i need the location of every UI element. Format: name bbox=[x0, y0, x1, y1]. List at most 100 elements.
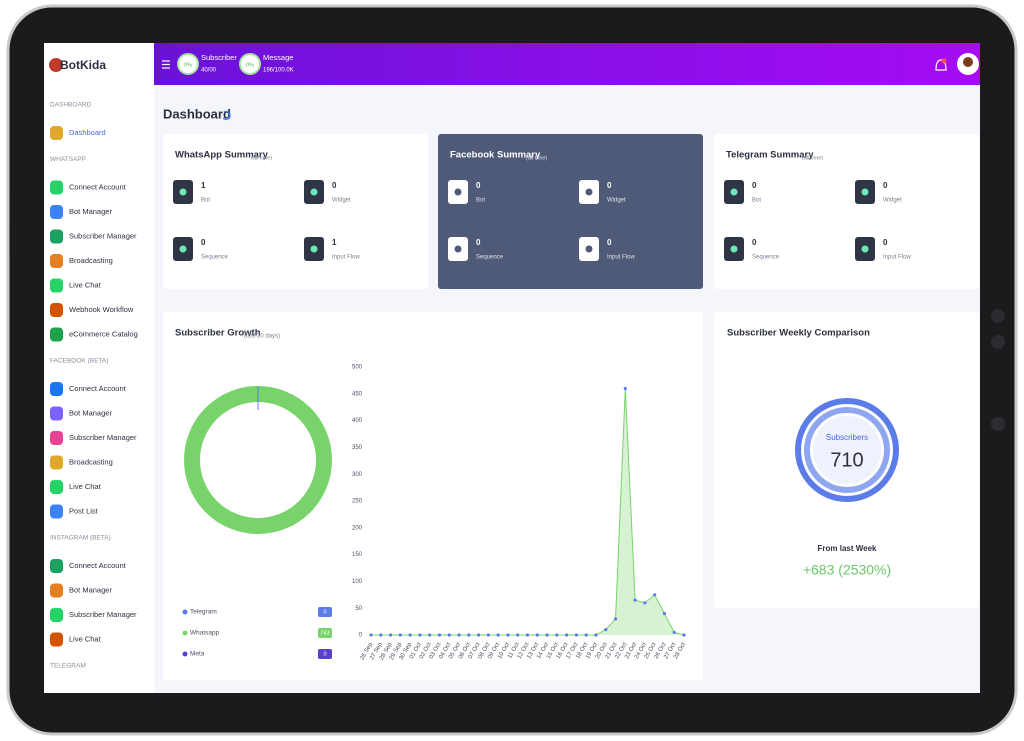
menu-item[interactable]: Subscriber Manager bbox=[69, 610, 137, 619]
y-tick-label: 0 bbox=[359, 633, 363, 639]
point bbox=[653, 593, 657, 597]
menu-icon bbox=[50, 229, 63, 244]
logo: BotKida bbox=[60, 58, 106, 72]
sensor bbox=[991, 417, 1005, 431]
legend-dot bbox=[182, 651, 188, 657]
camera bbox=[991, 309, 1005, 323]
legend-value: 743 bbox=[320, 630, 329, 636]
point bbox=[428, 633, 432, 637]
legend-dot bbox=[182, 609, 188, 615]
point bbox=[467, 633, 471, 637]
menu-item[interactable]: Dashboard bbox=[69, 128, 106, 137]
point bbox=[604, 628, 608, 632]
point bbox=[672, 630, 676, 634]
point bbox=[535, 633, 539, 637]
summary-value: 0 bbox=[201, 238, 206, 247]
card-title: Subscriber Growth bbox=[175, 328, 261, 339]
sidebar bbox=[44, 43, 154, 693]
legend-label: Telegram bbox=[190, 609, 217, 616]
menu-item[interactable]: Post List bbox=[69, 506, 99, 515]
menu-item[interactable]: Connect Account bbox=[69, 182, 127, 191]
menu-icon bbox=[50, 278, 63, 293]
menu-icon bbox=[50, 327, 63, 342]
point bbox=[418, 633, 422, 637]
logo-icon bbox=[49, 58, 63, 72]
point bbox=[457, 633, 461, 637]
menu-item[interactable]: Broadcasting bbox=[69, 457, 113, 466]
notification-dot bbox=[941, 58, 947, 64]
point bbox=[633, 598, 637, 602]
menu-item[interactable]: Connect Account bbox=[69, 384, 127, 393]
y-tick-label: 400 bbox=[352, 418, 363, 424]
menu-item[interactable]: Live Chat bbox=[69, 482, 102, 491]
summary-icon-glyph bbox=[585, 245, 593, 253]
y-tick-label: 200 bbox=[352, 525, 363, 531]
menu-item[interactable]: Bot Manager bbox=[69, 207, 112, 216]
menu-icon bbox=[50, 303, 63, 317]
point bbox=[379, 633, 383, 637]
section-title: FACEBOOK (BETA) bbox=[50, 358, 108, 365]
point bbox=[437, 633, 442, 637]
stat-value: 40/00 bbox=[201, 68, 217, 74]
weekly-change: +683 (2530%) bbox=[803, 562, 891, 578]
point bbox=[496, 633, 500, 637]
point bbox=[447, 633, 451, 637]
point bbox=[545, 633, 549, 637]
menu-icon bbox=[50, 382, 63, 396]
menu-item[interactable]: Bot Manager bbox=[69, 585, 112, 594]
menu-icon[interactable] bbox=[162, 60, 170, 69]
summary-label: Bot bbox=[752, 198, 761, 204]
summary-value: 1 bbox=[201, 181, 206, 190]
section-title: WHATSAPP bbox=[50, 156, 86, 163]
legend-badge bbox=[318, 607, 332, 617]
summary-icon-glyph bbox=[310, 245, 318, 253]
page-title: Dashboard bbox=[163, 106, 231, 121]
area bbox=[371, 388, 684, 635]
y-tick-label: 250 bbox=[352, 499, 363, 505]
summary-icon-glyph bbox=[310, 188, 318, 196]
section-title: DASHBOARD bbox=[50, 102, 91, 109]
menu-icon bbox=[50, 431, 63, 445]
header-bar bbox=[154, 43, 980, 85]
weekly-value: 710 bbox=[830, 449, 863, 471]
card-title: Subscriber Weekly Comparison bbox=[727, 328, 870, 339]
menu-item[interactable]: Live Chat bbox=[69, 280, 102, 289]
summary-icon-glyph bbox=[179, 188, 187, 196]
summary-label: Bot bbox=[201, 198, 210, 204]
menu-item[interactable]: eCommerce Catalog bbox=[69, 329, 138, 338]
summary-value: 0 bbox=[752, 181, 757, 190]
stat-label: Message bbox=[263, 53, 293, 62]
summary-value: 0 bbox=[883, 238, 888, 247]
stat-value: 196/100.0K bbox=[263, 68, 294, 74]
menu-item[interactable]: Bot Manager bbox=[69, 408, 112, 417]
y-tick-label: 300 bbox=[352, 472, 363, 478]
legend-label: Meta bbox=[190, 651, 205, 658]
summary-value: 0 bbox=[607, 181, 612, 190]
menu-item[interactable]: Subscriber Manager bbox=[69, 433, 137, 442]
ring-outer bbox=[795, 398, 899, 502]
summary-label: Sequence bbox=[752, 255, 780, 261]
legend-badge bbox=[318, 628, 332, 638]
y-tick-label: 500 bbox=[352, 365, 363, 371]
weekly-label: Subscribers bbox=[826, 433, 868, 442]
notification-icon[interactable] bbox=[935, 59, 947, 71]
summary-icon-glyph bbox=[861, 188, 869, 196]
summary-label: Widget bbox=[883, 198, 902, 204]
menu-item[interactable]: Subscriber Manager bbox=[69, 231, 137, 240]
stat-ring bbox=[239, 53, 261, 75]
section-title: INSTAGRAM (BETA) bbox=[50, 535, 111, 542]
point bbox=[555, 633, 559, 637]
summary-label: Widget bbox=[332, 198, 351, 204]
ring-middle bbox=[804, 407, 890, 493]
menu-icon bbox=[50, 504, 63, 519]
refresh-icon[interactable] bbox=[222, 110, 231, 121]
point bbox=[486, 633, 490, 637]
legend-dot bbox=[182, 630, 188, 636]
point bbox=[662, 611, 667, 616]
card-note: (all time) bbox=[802, 155, 823, 161]
menu-item[interactable]: Live Chat bbox=[69, 634, 102, 643]
menu-item[interactable]: Webhook Workflow bbox=[69, 305, 134, 314]
menu-item[interactable]: Connect Account bbox=[69, 561, 127, 570]
summary-value: 0 bbox=[752, 238, 757, 247]
menu-item[interactable]: Broadcasting bbox=[69, 256, 113, 265]
